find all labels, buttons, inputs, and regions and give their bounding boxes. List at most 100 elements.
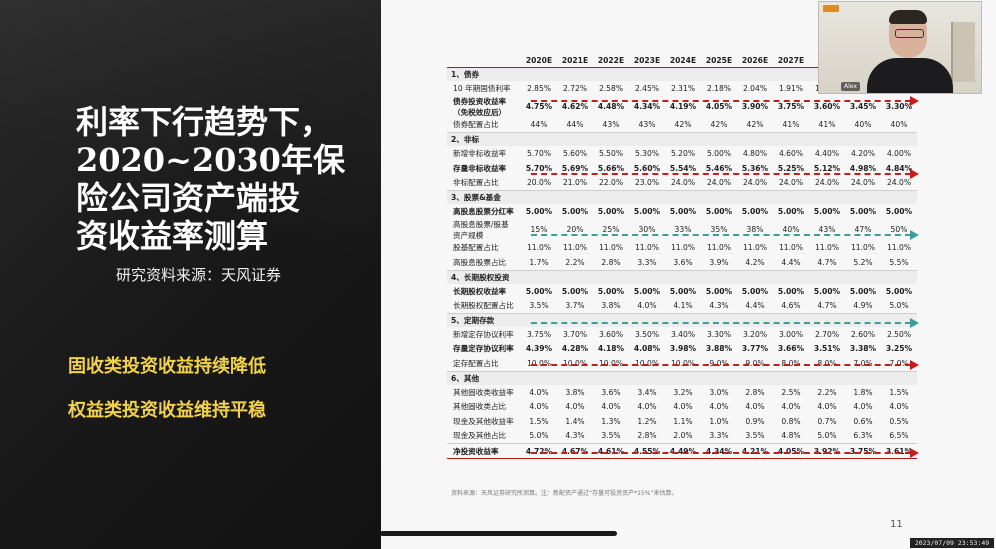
total-cell: 3.75% [845, 443, 881, 460]
table-cell: 10.0% [521, 356, 557, 372]
table-cell: 43% [629, 117, 665, 134]
presenter-video-tile[interactable]: Alex [818, 1, 982, 94]
table-cell: 4.0% [565, 402, 585, 412]
table-row: 高股息股票占比 1.7% 2.2% 2.8% 3.3% 3.6% 3.9% 4.2% 4.4% 4… [447, 255, 917, 271]
table-cell: 21.0% [557, 175, 593, 191]
table-cell: 4.28% [561, 344, 589, 354]
table-cell: 0.7% [817, 416, 837, 426]
presenter-hair [889, 10, 927, 24]
year-header: 2021E [557, 54, 593, 68]
total-cell: 4.21% [737, 443, 773, 460]
table-cell: 4.7% [809, 255, 845, 271]
table-cell: 3.30% [885, 102, 913, 112]
table-cell: 5.20% [670, 148, 696, 158]
table-cell: 3.3% [629, 255, 665, 271]
table-cell: 5.70% [525, 163, 553, 173]
table-cell: 5.00% [525, 286, 553, 296]
table-cell: 4.3% [557, 428, 593, 445]
table-cell: 24.0% [665, 175, 701, 191]
table-cell: 5.00% [741, 286, 769, 296]
table-cell: 3.4% [637, 387, 657, 397]
table-cell: 3.8% [593, 298, 629, 314]
table-cell: 3.5% [521, 298, 557, 314]
table-cell: 5.00% [669, 286, 697, 296]
table-cell: 23.0% [629, 175, 665, 191]
table-cell: 5.46% [705, 163, 733, 173]
table-cell: 5.00% [885, 206, 913, 216]
row-label: 存量定存协议利率 [453, 344, 514, 354]
row-label: 高股息股票分红率 [453, 206, 514, 216]
table-cell: 5.00% [525, 206, 553, 216]
table-cell: 2.8% [745, 387, 765, 397]
table-cell: 8.0% [773, 356, 809, 372]
year-header: 2023E [629, 54, 665, 68]
table-cell: 4.39% [525, 344, 553, 354]
table-cell: 5.00% [705, 286, 733, 296]
table-cell: 1.3% [601, 416, 621, 426]
table-cell: 5.0% [521, 428, 557, 445]
table-cell: 3.75% [526, 329, 552, 339]
table-cell: 3.66% [777, 344, 805, 354]
table-cell: 0.5% [889, 416, 909, 426]
year-header: 2026E [737, 54, 773, 68]
table-cell: 11.0% [598, 243, 624, 253]
table-cell: 40% [881, 117, 917, 134]
table-cell: 3.25% [885, 344, 913, 354]
table-cell: 24.0% [809, 175, 845, 191]
table-cell: 4.75% [525, 102, 553, 112]
table-cell: 24.0% [845, 175, 881, 191]
table-cell: 4.9% [845, 298, 881, 314]
background-shelf [951, 22, 975, 82]
table-cell: 3.60% [813, 102, 841, 112]
table-cell: 6.5% [881, 428, 917, 445]
table-cell: 4.18% [597, 344, 625, 354]
table-cell: 41% [809, 117, 845, 134]
row-label: 股基配置占比 [453, 243, 499, 253]
horizontal-scrollbar[interactable] [380, 531, 617, 536]
table-cell: 1.4% [565, 416, 585, 426]
table-cell: 44% [557, 117, 593, 134]
left-title-panel: 利率下行趋势下， 2020~2030年保 险公司资产端投 资收益率测算 研究资料… [0, 0, 381, 549]
table-cell: 2.2% [817, 387, 837, 397]
table-cell: 4.7% [809, 298, 845, 314]
table-cell: 5.0% [881, 298, 917, 314]
section-title: 5、定期存款 [447, 313, 917, 327]
table-cell: 2.60% [850, 329, 876, 339]
table-cell: 5.69% [561, 163, 589, 173]
table-cell: 4.0% [673, 402, 693, 412]
table-cell: 5.00% [849, 286, 877, 296]
table-cell: 5.00% [741, 206, 769, 216]
table-cell: 5.00% [813, 286, 841, 296]
table-cell: 4.0% [817, 402, 837, 412]
table-cell: 5.2% [845, 255, 881, 271]
slide-title: 利率下行趋势下， 2020~2030年保 险公司资产端投 资收益率测算 [76, 103, 345, 255]
table-cell: 3.9% [701, 255, 737, 271]
table-cell: 47% [854, 225, 872, 235]
table-row: 新增非标收益率 5.70% 5.60% 5.50% 5.30% 5.20% 5.00% 4.8… [447, 146, 917, 161]
table-cell: 7.0% [881, 356, 917, 372]
table-cell: 4.20% [850, 148, 876, 158]
table-cell: 43% [818, 225, 836, 235]
row-label: 高股息股票/股基 资产规模 [453, 219, 509, 240]
table-cell: 3.98% [669, 344, 697, 354]
total-cell: 4.55% [629, 443, 665, 460]
row-label: 长期股权配置占比 [447, 298, 521, 314]
table-cell: 4.19% [669, 102, 697, 112]
table-cell: 2.45% [634, 83, 660, 93]
table-cell: 3.30% [706, 329, 732, 339]
table-row: 现金及其他占比 5.0% 4.3% 3.5% 2.8% 2.0% 3.3% 3.5% 4.8% 5… [447, 428, 917, 445]
table-cell: 5.60% [633, 163, 661, 173]
table-cell: 15% [530, 225, 548, 235]
total-label: 净投资收益率 [447, 443, 521, 460]
table-cell: 50% [890, 225, 908, 235]
table-cell: 35% [710, 225, 728, 235]
table-cell: 8.0% [809, 356, 845, 372]
table-cell: 5.00% [633, 206, 661, 216]
table-cell: 5.00% [706, 148, 732, 158]
row-label: 新增非标收益率 [453, 148, 507, 158]
table-cell: 5.36% [741, 163, 769, 173]
table-cell: 3.2% [673, 387, 693, 397]
row-label: 高股息股票占比 [447, 255, 521, 271]
row-label: 现金及其他收益率 [453, 416, 514, 426]
takeaway-fixed-income: 固收类投资收益持续降低 [68, 356, 266, 377]
